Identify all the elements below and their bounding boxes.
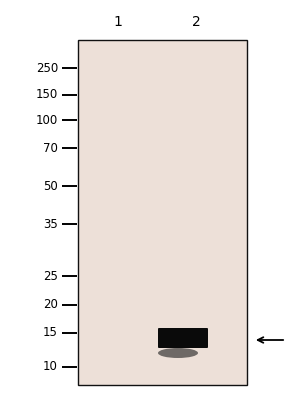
Text: 1: 1 xyxy=(114,15,122,29)
Ellipse shape xyxy=(158,348,198,358)
Text: 35: 35 xyxy=(43,218,58,230)
Text: 70: 70 xyxy=(43,142,58,154)
Text: 20: 20 xyxy=(43,298,58,312)
Text: 100: 100 xyxy=(36,114,58,126)
Text: 15: 15 xyxy=(43,326,58,340)
Text: 150: 150 xyxy=(36,88,58,102)
FancyBboxPatch shape xyxy=(158,328,208,348)
Text: 10: 10 xyxy=(43,360,58,374)
Text: 250: 250 xyxy=(36,62,58,74)
Text: 2: 2 xyxy=(192,15,200,29)
Text: 25: 25 xyxy=(43,270,58,282)
Bar xyxy=(78,40,247,385)
Text: 50: 50 xyxy=(43,180,58,192)
